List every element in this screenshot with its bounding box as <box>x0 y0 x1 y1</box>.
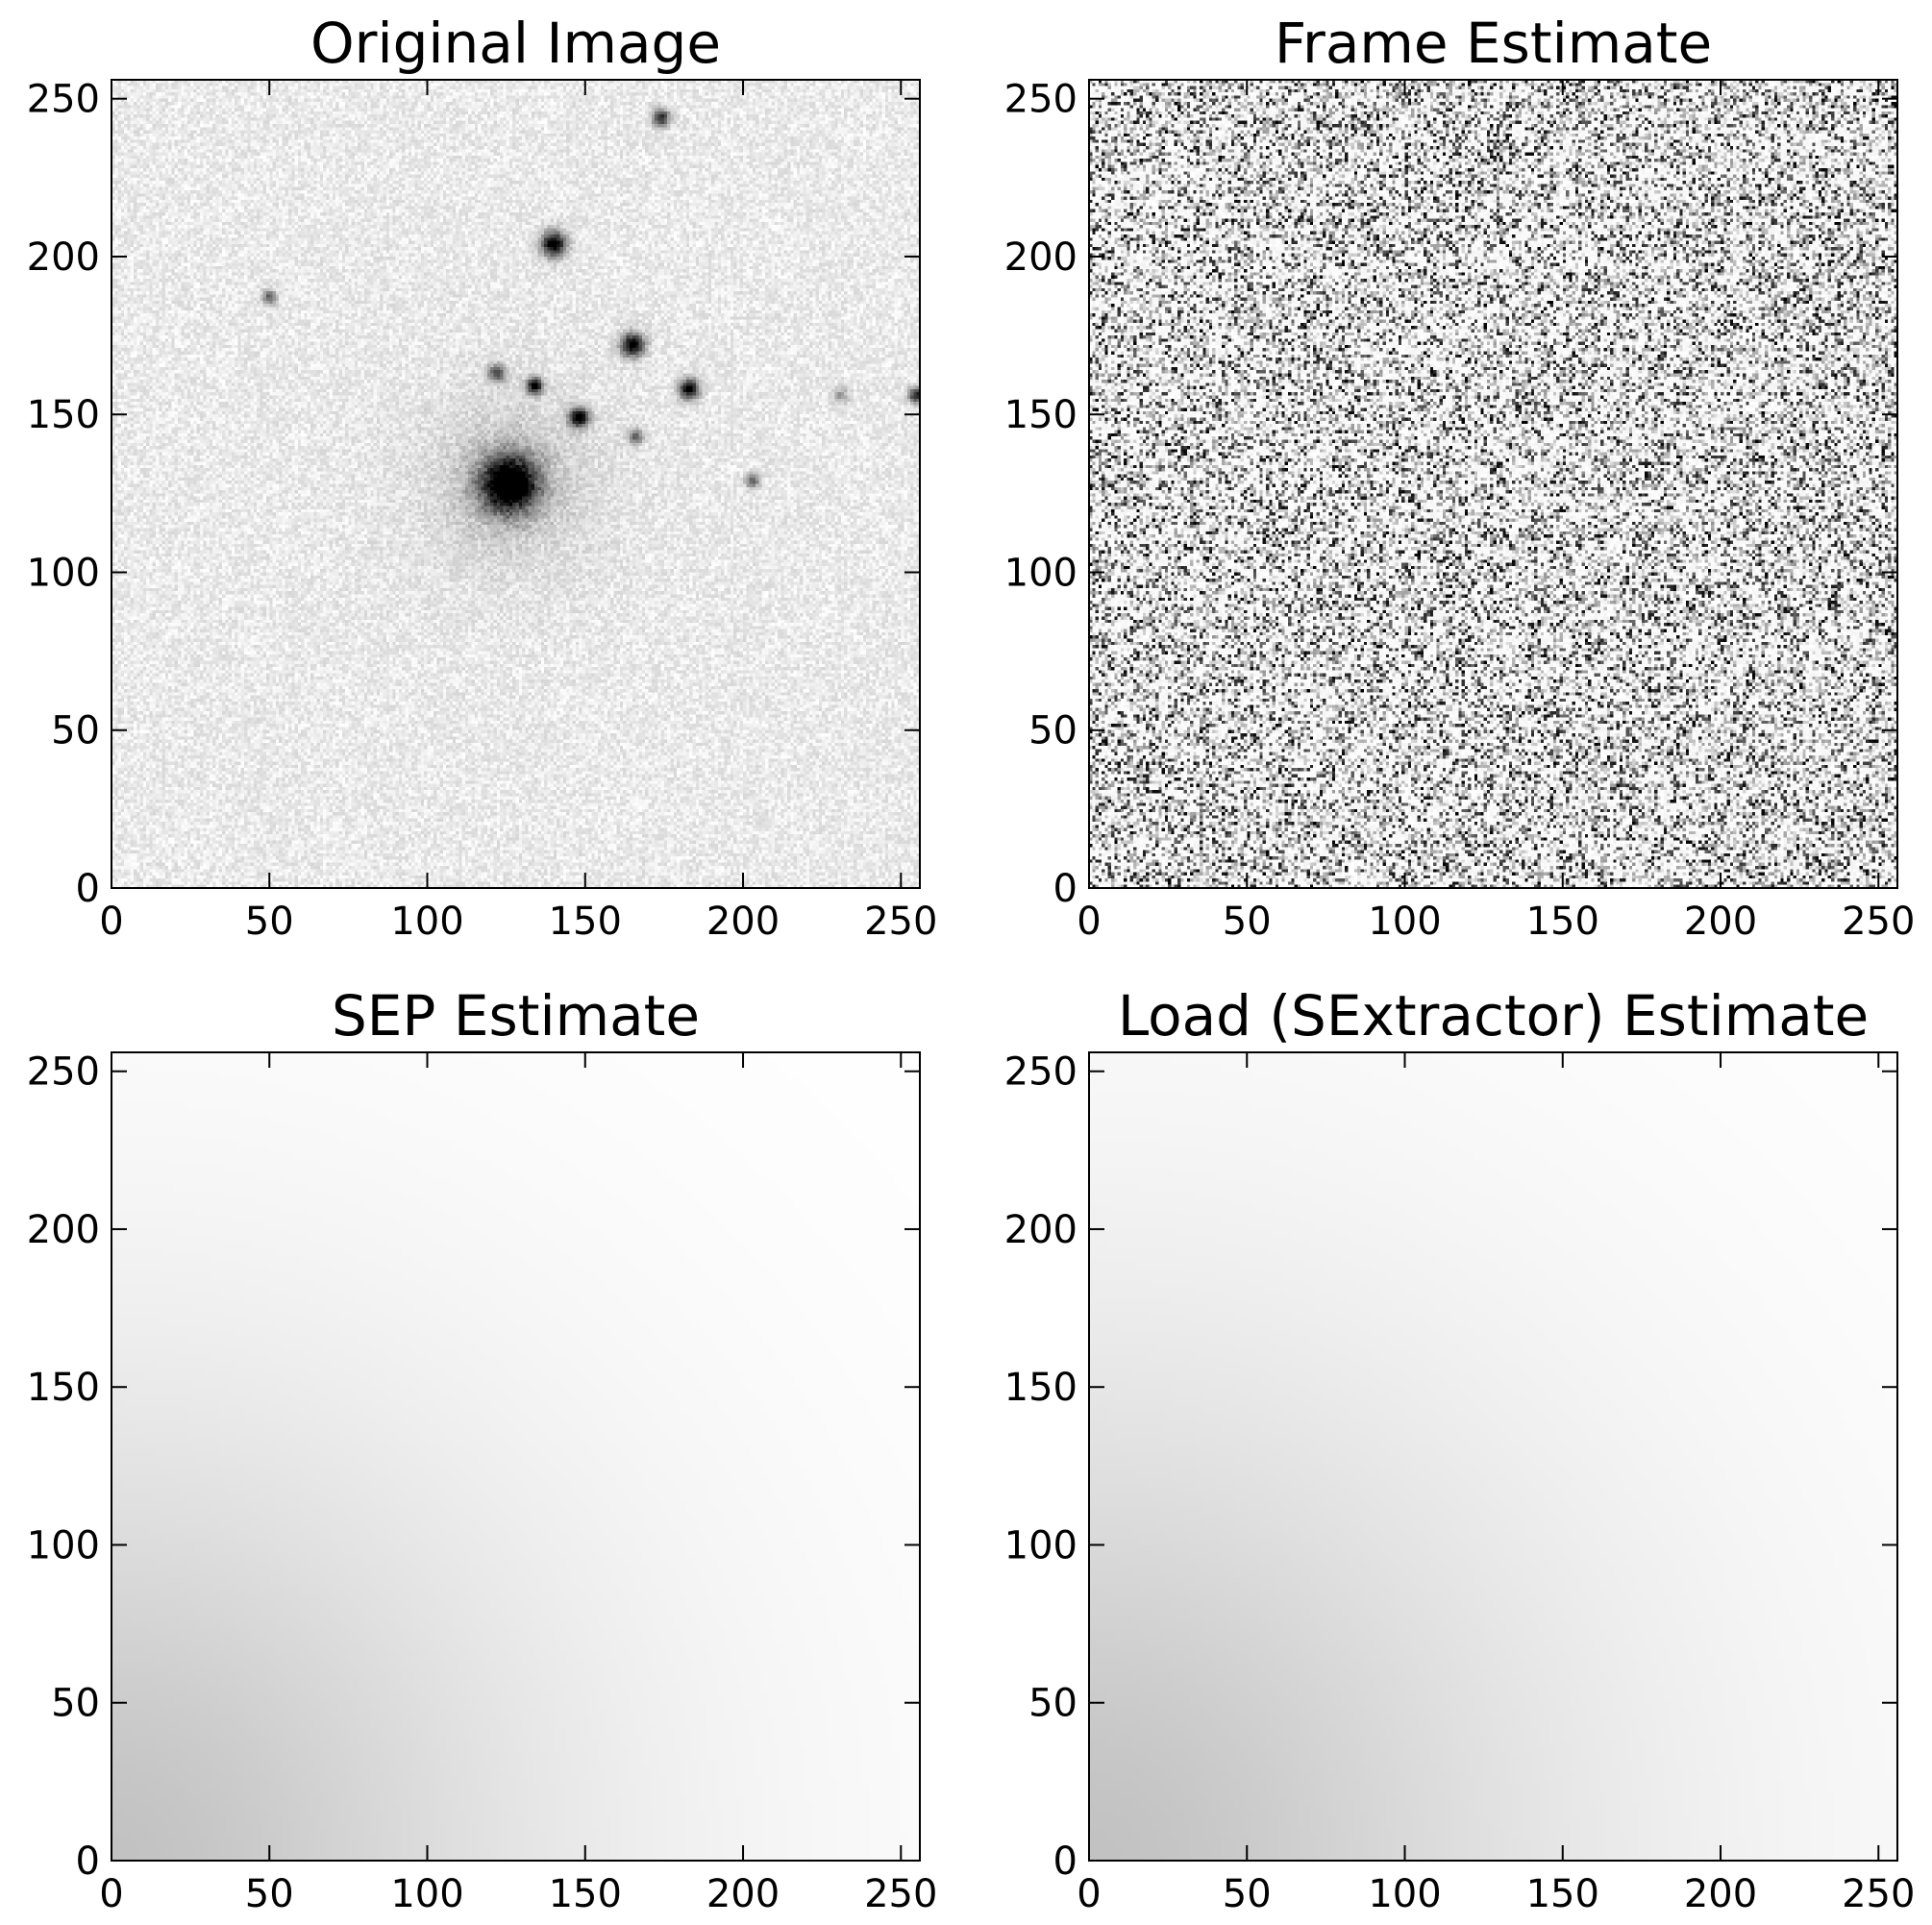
panel-2: 0 50 100 150 200 250 0 50 100 150 200 250 Frame Esti… <box>1004 11 1916 944</box>
y-tick-label: 50 <box>1028 709 1077 753</box>
y-tick-label: 250 <box>27 78 100 122</box>
y-tick-label: 150 <box>1004 393 1077 437</box>
x-tick-label: 50 <box>245 1872 294 1916</box>
panel-3: 0 50 100 150 200 250 0 50 100 150 200 250 SEP Estima… <box>27 983 938 1916</box>
x-tick-label: 100 <box>1368 900 1441 944</box>
heatmap-image <box>1089 1052 1897 1861</box>
heatmap-image <box>1089 80 1897 888</box>
axes-frame <box>111 1051 921 1862</box>
x-tick-label: 50 <box>245 900 294 944</box>
panel-1: 0 50 100 150 200 250 0 50 100 150 200 250 Original I… <box>27 11 938 944</box>
x-tick-label: 150 <box>549 1872 622 1916</box>
y-tick-label: 250 <box>27 1050 100 1095</box>
x-tick-label: 0 <box>1077 900 1101 944</box>
x-tick-label: 200 <box>706 900 780 944</box>
y-tick-label: 200 <box>1004 235 1077 280</box>
y-tick-label: 100 <box>1004 551 1077 595</box>
panel-title: Load (SExtractor) Estimate <box>1118 983 1869 1049</box>
panel-title: Frame Estimate <box>1275 11 1712 76</box>
y-tick-label: 250 <box>1004 78 1077 122</box>
y-tick-label: 0 <box>76 867 100 911</box>
x-tick-label: 100 <box>1368 1872 1441 1916</box>
y-tick-label: 100 <box>1004 1523 1077 1567</box>
panel-title: SEP Estimate <box>332 983 700 1049</box>
x-tick-label: 150 <box>549 900 622 944</box>
y-tick-label: 200 <box>27 235 100 280</box>
axes-frame <box>111 79 921 889</box>
x-tick-label: 50 <box>1223 1872 1272 1916</box>
y-tick-label: 200 <box>27 1208 100 1252</box>
y-tick-label: 50 <box>51 1682 100 1726</box>
panel-title: Original Image <box>310 11 721 76</box>
axes-frame <box>1088 79 1898 889</box>
x-tick-label: 200 <box>706 1872 780 1916</box>
y-tick-label: 150 <box>27 393 100 437</box>
y-tick-label: 100 <box>27 1523 100 1567</box>
y-tick-label: 50 <box>51 709 100 753</box>
x-tick-label: 0 <box>1077 1872 1101 1916</box>
x-tick-label: 150 <box>1526 1872 1599 1916</box>
x-tick-label: 100 <box>390 900 463 944</box>
y-tick-label: 0 <box>76 1839 100 1884</box>
y-tick-label: 150 <box>1004 1366 1077 1410</box>
x-tick-label: 150 <box>1526 900 1599 944</box>
y-tick-label: 0 <box>1053 1839 1077 1884</box>
y-tick-label: 0 <box>1053 867 1077 911</box>
y-tick-label: 200 <box>1004 1208 1077 1252</box>
x-tick-label: 250 <box>1842 900 1915 944</box>
axes-frame <box>1088 1051 1898 1862</box>
y-tick-label: 250 <box>1004 1050 1077 1095</box>
x-tick-label: 100 <box>390 1872 463 1916</box>
x-tick-label: 250 <box>864 1872 937 1916</box>
x-tick-label: 200 <box>1684 1872 1757 1916</box>
x-tick-label: 250 <box>1842 1872 1915 1916</box>
y-tick-label: 100 <box>27 551 100 595</box>
heatmap-image <box>111 1052 920 1861</box>
x-tick-label: 0 <box>99 900 123 944</box>
x-tick-label: 200 <box>1684 900 1757 944</box>
x-tick-label: 50 <box>1223 900 1272 944</box>
y-tick-label: 50 <box>1028 1682 1077 1726</box>
x-tick-label: 250 <box>864 900 937 944</box>
y-tick-label: 150 <box>27 1366 100 1410</box>
x-tick-label: 0 <box>99 1872 123 1916</box>
panel-4: 0 50 100 150 200 250 0 50 100 150 200 250 Load (SExt… <box>1004 983 1916 1916</box>
heatmap-image <box>111 80 920 888</box>
